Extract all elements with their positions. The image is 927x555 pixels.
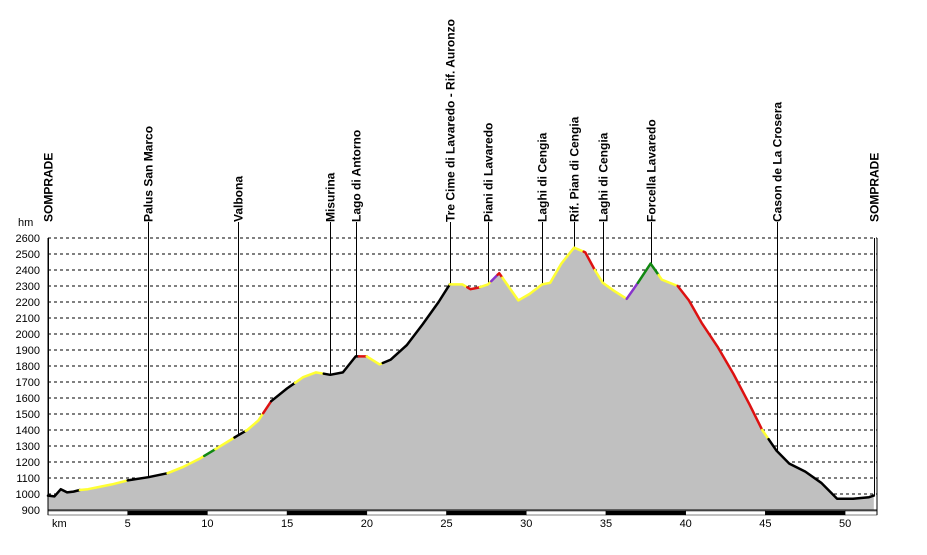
profile-segment-3 (166, 454, 206, 475)
km-scale-band-35 (605, 510, 686, 516)
profile-segment-11 (322, 355, 361, 377)
profile-segment-10 (293, 371, 326, 385)
km-scale-band-25 (446, 510, 527, 516)
km-scale-band-50 (844, 510, 878, 516)
y-tick-label-1800: 1800 (16, 361, 40, 373)
waypoint-label-11: Cason de La Crosera (771, 102, 785, 222)
x-tick-label-40: 40 (680, 518, 692, 530)
waypoint-label-7: Laghi di Cengia (536, 132, 550, 222)
profile-segment-19 (496, 271, 504, 279)
x-tick-label-5: 5 (125, 518, 131, 530)
waypoint-label-3: Misurina (324, 172, 338, 222)
y-tick-label-1400: 1400 (16, 425, 40, 437)
x-tick-label-15: 15 (281, 518, 293, 530)
y-tick-label-1100: 1100 (16, 473, 40, 485)
y-tick-label-900: 900 (22, 505, 40, 517)
profile-segment-1 (78, 479, 129, 492)
profile-segment-18 (489, 273, 499, 283)
y-tick-label-2600: 2600 (16, 233, 40, 245)
profile-segment-8 (261, 399, 273, 415)
y-tick-label-2100: 2100 (16, 313, 40, 325)
waypoint-label-1: Palus San Marco (142, 126, 156, 222)
x-tick-label-25: 25 (440, 518, 452, 530)
km-scale-band-20 (366, 510, 447, 516)
x-tick-label-10: 10 (201, 518, 213, 530)
y-tick-label-1000: 1000 (16, 489, 40, 501)
y-tick-label-1600: 1600 (16, 393, 40, 405)
waypoint-label-5: Tre Cime di Lavaredo - Rif. Auronzo (444, 19, 458, 222)
x-tick-label-20: 20 (361, 518, 373, 530)
profile-segment-15 (448, 283, 469, 289)
profile-segment-0 (46, 487, 82, 498)
y-tick-label-1200: 1200 (16, 457, 40, 469)
profile-segment-25 (657, 273, 679, 288)
profile-segment-2 (126, 471, 169, 482)
profile-segment-9 (269, 381, 297, 403)
profile-segment-6 (233, 429, 247, 439)
km-scale-band-15 (286, 510, 368, 516)
y-tick-label-2400: 2400 (16, 265, 40, 277)
waypoint-label-4: Lago di Antorno (350, 130, 364, 222)
profile-segment-28 (767, 437, 876, 501)
profile-segment-7 (244, 411, 265, 433)
y-tick-label-1700: 1700 (16, 377, 40, 389)
profile-segment-17 (478, 279, 493, 289)
waypoint-label-0: SOMPRADE (42, 153, 56, 222)
profile-line (46, 246, 876, 501)
km-scale-band-40 (685, 510, 766, 516)
profile-segment-5 (214, 436, 236, 451)
waypoint-label-2: Valbona (232, 176, 246, 222)
x-tick-label-45: 45 (759, 518, 771, 530)
profile-segment-23 (625, 281, 640, 301)
waypoint-markers: SOMPRADE Palus San Marco Valbona Misurina La… (42, 19, 882, 496)
x-axis-unit-label: km (52, 518, 67, 530)
profile-fill (48, 247, 874, 510)
x-tick-label-30: 30 (520, 518, 532, 530)
waypoint-label-12: SOMPRADE (868, 153, 882, 222)
km-scale-band-45 (765, 510, 846, 516)
waypoint-label-9: Laghi di Cengia (597, 132, 611, 222)
y-tick-label-1900: 1900 (16, 345, 40, 357)
waypoint-label-6: Piani di Lavaredo (482, 123, 496, 222)
y-tick-label-1300: 1300 (16, 441, 40, 453)
waypoint-label-8: Rif. Pian di Cengia (568, 116, 582, 222)
y-tick-label-2200: 2200 (16, 297, 40, 309)
waypoint-label-10: Forcella Lavaredo (645, 119, 659, 222)
profile-segment-21 (582, 250, 597, 272)
km-scale-band-0 (47, 510, 128, 516)
y-tick-label-2500: 2500 (16, 249, 40, 261)
profile-segment-22 (593, 268, 628, 301)
axes: 900 1000 1100 1200 1300 1400 1500 1600 1700 1800 1… (16, 233, 878, 530)
y-tick-label-1500: 1500 (16, 409, 40, 421)
profile-area (48, 247, 874, 510)
x-tick-label-35: 35 (600, 518, 612, 530)
y-axis-unit-label: hm (18, 217, 33, 229)
profile-segment-14 (381, 283, 451, 365)
profile-segment-26 (676, 284, 764, 432)
km-scale-band-10 (207, 510, 288, 516)
profile-segment-24 (636, 262, 660, 285)
y-tick-label-2000: 2000 (16, 329, 40, 341)
profile-segment-4 (202, 447, 217, 458)
profile-segment-27 (760, 428, 770, 441)
profile-segment-20 (501, 246, 585, 302)
x-tick-label-50: 50 (839, 518, 851, 530)
km-scale-band-30 (526, 510, 607, 516)
km-scale-band-5 (127, 510, 208, 516)
profile-segment-16 (466, 285, 482, 291)
y-tick-label-2300: 2300 (16, 281, 40, 293)
